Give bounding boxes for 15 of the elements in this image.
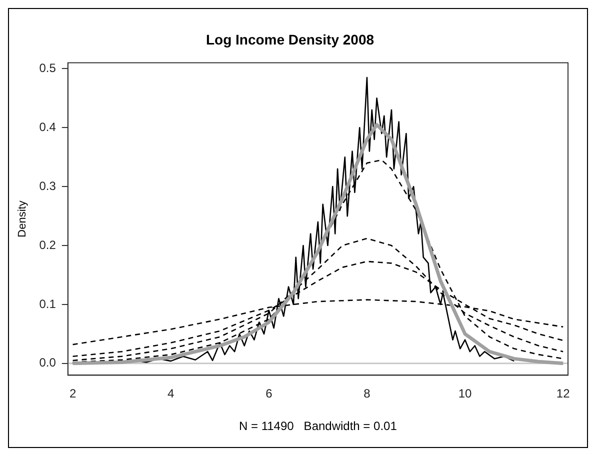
chart-title: Log Income Density 2008 bbox=[206, 31, 374, 48]
x-tick-label: 10 bbox=[458, 386, 472, 401]
y-axis-title: Density bbox=[16, 200, 29, 238]
y-tick-label: 0.1 bbox=[39, 296, 56, 311]
y-tick-label: 0.4 bbox=[39, 120, 56, 134]
x-axis-title: N = 11490 Bandwidth = 0.01 bbox=[238, 419, 398, 434]
x-tick-label: 12 bbox=[556, 386, 570, 401]
x-tick-label: 4 bbox=[168, 386, 175, 401]
y-tick-label: 0.0 bbox=[39, 356, 56, 370]
y-tick-label: 0.2 bbox=[39, 238, 56, 252]
y-tick-label: 0.5 bbox=[39, 61, 56, 76]
x-tick-label: 8 bbox=[364, 386, 371, 401]
x-tick-label: 2 bbox=[69, 386, 76, 401]
y-tick-label: 0.3 bbox=[39, 178, 56, 193]
x-tick-label: 6 bbox=[266, 386, 273, 401]
